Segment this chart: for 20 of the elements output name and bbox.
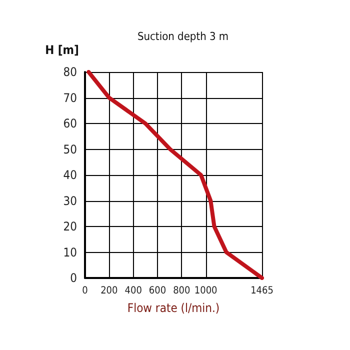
x-tick-label: 800 — [173, 286, 191, 296]
x-tick-label: 1465 — [250, 286, 274, 296]
x-tick-label: 600 — [148, 286, 166, 296]
y-tick-label: 20 — [63, 220, 78, 234]
y-tick-label: 80 — [63, 65, 78, 79]
y-tick-label: 10 — [63, 245, 78, 260]
y-axis-title: H [m] — [45, 43, 80, 57]
x-tick-label: 0 — [82, 286, 88, 296]
x-tick-label: 1000 — [194, 286, 218, 296]
y-tick-label: 70 — [63, 90, 78, 105]
y-tick-label: 60 — [63, 116, 78, 130]
y-tick-label: 0 — [70, 271, 78, 285]
y-tick-label: 30 — [63, 194, 78, 208]
x-tick-label: 400 — [124, 286, 142, 296]
x-axis-title: Flow rate (l/min.) — [127, 301, 220, 315]
y-tick-label: 50 — [63, 142, 78, 156]
chart-title: Suction depth 3 m — [137, 30, 229, 43]
y-tick-label: 40 — [63, 168, 78, 182]
x-tick-label: 200 — [100, 286, 118, 296]
line-series — [86, 70, 264, 280]
